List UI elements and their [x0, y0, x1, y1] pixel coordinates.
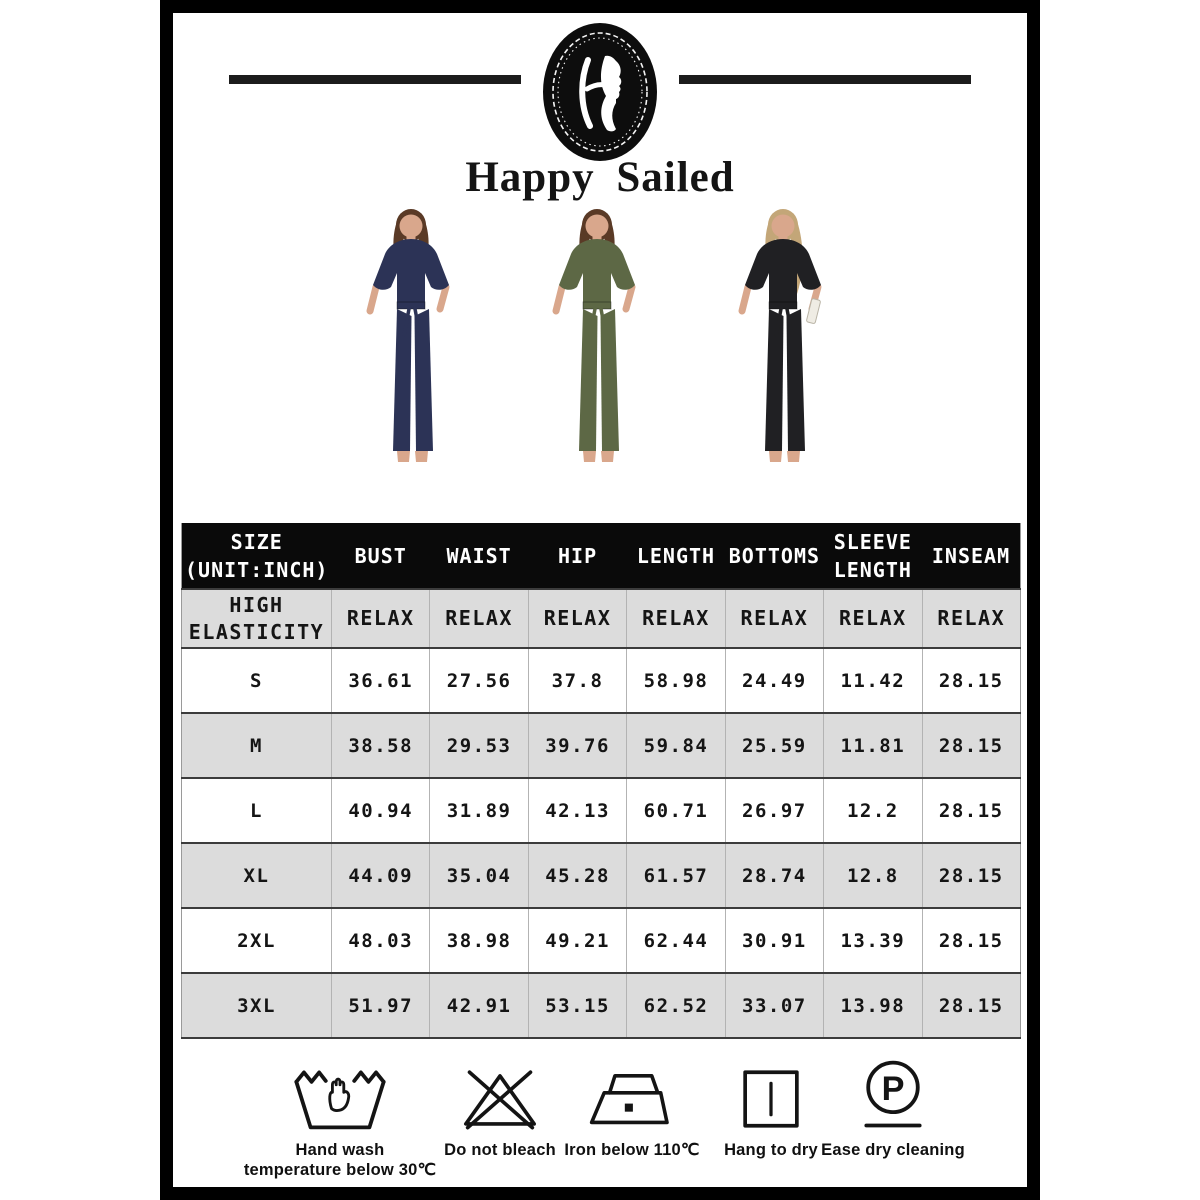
do-not-bleach-icon	[464, 1070, 536, 1130]
measurement-cell: 24.49	[724, 647, 824, 713]
size-row-s: S 36.61 27.56 37.8 58.98 24.49 11.42 28.…	[181, 647, 1021, 713]
product-photo-navy-jumpsuit	[366, 209, 450, 462]
column-header-size: SIZE (UNIT:INCH)	[181, 523, 332, 589]
clutch-bag	[806, 298, 821, 324]
elasticity-row: HIGH ELASTICITY RELAX RELAX RELAX RELAX …	[181, 588, 1021, 648]
measurement-cell: 38.98	[429, 907, 529, 973]
measurement-cell: 38.58	[330, 712, 430, 778]
header-rule-left	[229, 75, 521, 84]
measurement-cell: 60.71	[626, 777, 726, 843]
size-row-m: M 38.58 29.53 39.76 59.84 25.59 11.81 28…	[181, 712, 1021, 778]
measurement-cell: 42.91	[429, 972, 529, 1038]
measurement-cell: 28.15	[921, 907, 1021, 973]
measurement-cell: 53.15	[527, 972, 627, 1038]
measurement-cell: 11.81	[823, 712, 923, 778]
measurement-cell: 30.91	[724, 907, 824, 973]
measurement-cell: 28.15	[921, 647, 1021, 713]
care-label: Ease dry cleaning	[821, 1141, 965, 1159]
measurement-cell: 44.09	[330, 842, 430, 908]
measurement-cell: 39.76	[527, 712, 627, 778]
product-photo-black-jumpsuit	[738, 209, 822, 462]
measurement-cell: 31.89	[429, 777, 529, 843]
measurement-cell: 11.42	[823, 647, 923, 713]
measurement-cell: 28.15	[921, 972, 1021, 1038]
measurement-cell: 36.61	[330, 647, 430, 713]
measurement-cell: 13.98	[823, 972, 923, 1038]
care-label: Hang to dry	[724, 1141, 818, 1159]
table-header-row: SIZE (UNIT:INCH) BUST WAIST HIP LENGTH B…	[181, 523, 1021, 589]
column-header-waist: WAIST	[429, 523, 529, 589]
column-header-hip: HIP	[528, 523, 627, 589]
elasticity-cell: RELAX	[921, 588, 1021, 648]
dry-clean-icon: P	[864, 1060, 922, 1128]
measurement-cell: 59.84	[626, 712, 726, 778]
care-item-iron-low: Iron below 110℃	[539, 1053, 725, 1161]
care-item-hand-wash: Hand wash temperature below 30℃	[223, 1053, 457, 1181]
care-item-dry-clean: P Ease dry cleaning	[800, 1053, 986, 1161]
measurement-cell: 58.98	[626, 647, 726, 713]
size-label: 2XL	[181, 907, 332, 973]
care-item-hang-to-dry: Hang to dry	[691, 1053, 851, 1161]
size-label: 3XL	[181, 972, 332, 1038]
size-chart-table: SIZE (UNIT:INCH) BUST WAIST HIP LENGTH B…	[181, 523, 1021, 1039]
measurement-cell: 29.53	[429, 712, 529, 778]
size-label: S	[181, 647, 332, 713]
happy-sailed-face-monogram-icon	[543, 23, 657, 161]
hand-wash-icon	[294, 1070, 386, 1130]
dry-clean-letter: P	[882, 1070, 905, 1108]
measurement-cell: 51.97	[330, 972, 430, 1038]
care-label: Hand wash temperature below 30℃	[243, 1141, 437, 1179]
elasticity-cell: RELAX	[429, 588, 529, 648]
care-item-do-not-bleach: Do not bleach	[417, 1053, 583, 1161]
measurement-cell: 37.8	[527, 647, 627, 713]
measurement-cell: 28.74	[724, 842, 824, 908]
care-label: Do not bleach	[444, 1141, 556, 1159]
hang-to-dry-icon	[743, 1070, 799, 1128]
iron-low-temp-icon	[589, 1073, 669, 1125]
measurement-cell: 13.39	[823, 907, 923, 973]
measurement-cell: 28.15	[921, 777, 1021, 843]
product-photo-olive-jumpsuit	[552, 209, 636, 462]
size-label: L	[181, 777, 332, 843]
column-header-length: LENGTH	[626, 523, 726, 589]
measurement-cell: 40.94	[330, 777, 430, 843]
size-row-2xl: 2XL 48.03 38.98 49.21 62.44 30.91 13.39 …	[181, 907, 1021, 973]
size-row-xl: XL 44.09 35.04 45.28 61.57 28.74 12.8 28…	[181, 842, 1021, 908]
measurement-cell: 28.15	[921, 842, 1021, 908]
measurement-cell: 42.13	[527, 777, 627, 843]
measurement-cell: 33.07	[724, 972, 824, 1038]
column-header-sleeve-length: SLEEVE LENGTH	[823, 523, 923, 589]
measurement-cell: 35.04	[429, 842, 529, 908]
measurement-cell: 26.97	[724, 777, 824, 843]
size-row-3xl: 3XL 51.97 42.91 53.15 62.52 33.07 13.98 …	[181, 972, 1021, 1038]
measurement-cell: 62.52	[626, 972, 726, 1038]
elasticity-cell: RELAX	[724, 588, 824, 648]
size-row-l: L 40.94 31.89 42.13 60.71 26.97 12.2 28.…	[181, 777, 1021, 843]
measurement-cell: 27.56	[429, 647, 529, 713]
measurement-cell: 61.57	[626, 842, 726, 908]
measurement-cell: 28.15	[921, 712, 1021, 778]
column-header-bottoms: BOTTOMS	[725, 523, 824, 589]
elasticity-cell: RELAX	[823, 588, 923, 648]
measurement-cell: 45.28	[527, 842, 627, 908]
column-header-inseam: INSEAM	[922, 523, 1021, 589]
measurement-cell: 49.21	[527, 907, 627, 973]
measurement-cell: 12.8	[823, 842, 923, 908]
elasticity-label: HIGH ELASTICITY	[181, 588, 332, 648]
care-label: Iron below 110℃	[564, 1141, 700, 1159]
measurement-cell: 48.03	[330, 907, 430, 973]
measurement-cell: 12.2	[823, 777, 923, 843]
column-header-bust: BUST	[331, 523, 430, 589]
header-rule-right	[679, 75, 971, 84]
size-label: XL	[181, 842, 332, 908]
elasticity-cell: RELAX	[527, 588, 627, 648]
elasticity-cell: RELAX	[330, 588, 430, 648]
size-label: M	[181, 712, 332, 778]
measurement-cell: 62.44	[626, 907, 726, 973]
product-image-frame: Happy Sailed	[160, 0, 1040, 1200]
elasticity-cell: RELAX	[626, 588, 726, 648]
brand-title: Happy Sailed	[465, 154, 735, 201]
measurement-cell: 25.59	[724, 712, 824, 778]
